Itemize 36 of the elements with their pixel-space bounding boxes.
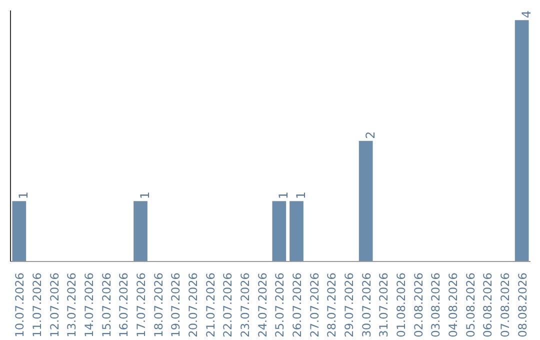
x-tick-label: 07.08.2026 — [498, 272, 512, 338]
x-tick-label: 16.07.2026 — [116, 272, 131, 338]
x-tick-label: 19.07.2026 — [168, 272, 183, 338]
data-label: 1 — [276, 192, 291, 200]
x-tick-label: 27.07.2026 — [307, 272, 322, 338]
data-label: 4 — [519, 10, 534, 18]
x-tick-label: 15.07.2026 — [99, 272, 114, 338]
x-tick-label: 03.08.2026 — [428, 272, 443, 338]
x-tick-label: 31.07.2026 — [376, 272, 391, 338]
x-tick-label: 08.08.2026 — [515, 272, 530, 338]
x-tick-label: 21.07.2026 — [203, 272, 218, 338]
x-tick-label: 01.08.2026 — [394, 272, 408, 338]
x-tick-label: 04.08.2026 — [446, 272, 460, 338]
x-tick-label: 02.08.2026 — [411, 272, 426, 338]
x-tick-label: 05.08.2026 — [463, 272, 478, 338]
data-label: 2 — [363, 131, 378, 139]
x-tick-label: 10.07.2026 — [12, 272, 27, 338]
x-tick-label: 06.08.2026 — [480, 272, 495, 338]
x-tick-label: 25.07.2026 — [272, 272, 287, 338]
x-tick-label: 22.07.2026 — [220, 272, 235, 338]
data-label: 1 — [294, 192, 308, 200]
data-label: 1 — [138, 192, 152, 200]
x-tick-label: 12.07.2026 — [47, 272, 62, 338]
x-tick-label: 13.07.2026 — [64, 272, 79, 338]
x-tick-label: 11.07.2026 — [30, 272, 44, 338]
x-tick-label: 14.07.2026 — [82, 272, 96, 338]
x-tick-label: 18.07.2026 — [151, 272, 166, 338]
x-tick-label: 23.07.2026 — [238, 272, 252, 338]
data-label: 1 — [16, 192, 31, 200]
x-tick-label: 26.07.2026 — [290, 272, 304, 338]
x-tick-label: 20.07.2026 — [186, 272, 200, 338]
x-tick-label: 29.07.2026 — [342, 272, 356, 338]
x-tick-label: 24.07.2026 — [255, 272, 270, 338]
x-tick-label: 17.07.2026 — [134, 272, 148, 338]
x-tick-label: 28.07.2026 — [324, 272, 339, 338]
x-tick-label: 30.07.2026 — [359, 272, 374, 338]
